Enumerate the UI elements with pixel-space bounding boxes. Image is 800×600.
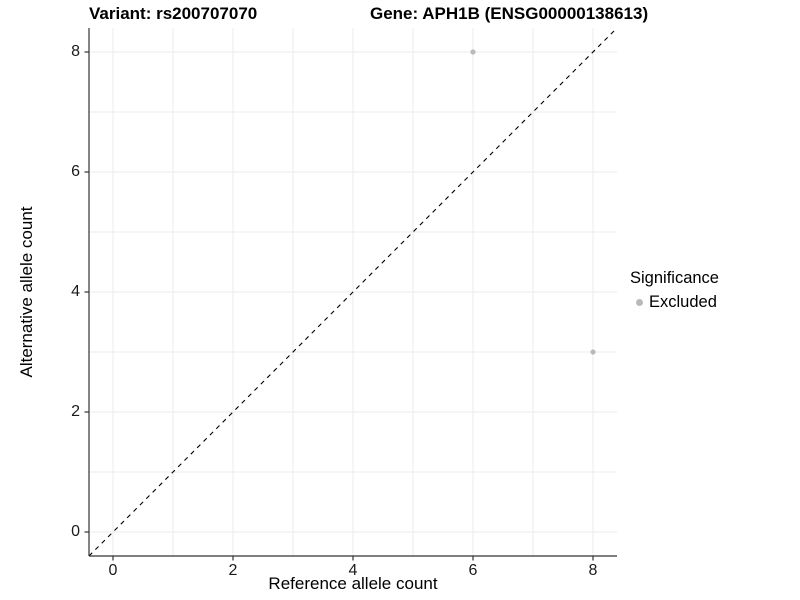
legend: Significance Excluded [630, 269, 719, 312]
legend-title: Significance [630, 269, 719, 287]
x-tick-label: 8 [588, 562, 598, 579]
excluded-point-icon [636, 299, 643, 306]
x-tick-label: 6 [468, 562, 478, 579]
y-tick-label: 4 [71, 283, 80, 300]
plot-title-gene: Gene: APH1B (ENSG00000138613) [370, 4, 649, 23]
data-point [470, 49, 476, 55]
legend-item-label: Excluded [649, 293, 717, 311]
y-axis-title: Alternative allele count [17, 206, 36, 378]
x-tick-label: 4 [348, 562, 358, 579]
y-tick-label: 2 [71, 403, 80, 420]
y-tick-label: 6 [71, 163, 80, 180]
data-point [590, 349, 596, 355]
legend-item-excluded: Excluded [630, 293, 719, 312]
y-tick-label: 8 [71, 43, 80, 60]
x-tick-label: 0 [108, 562, 118, 579]
identity-line [88, 27, 618, 557]
x-tick-label: 2 [228, 562, 238, 579]
plot-title-variant: Variant: rs200707070 [89, 4, 258, 23]
x-axis-title: Reference allele count [268, 574, 438, 593]
y-tick-label: 0 [71, 523, 80, 540]
